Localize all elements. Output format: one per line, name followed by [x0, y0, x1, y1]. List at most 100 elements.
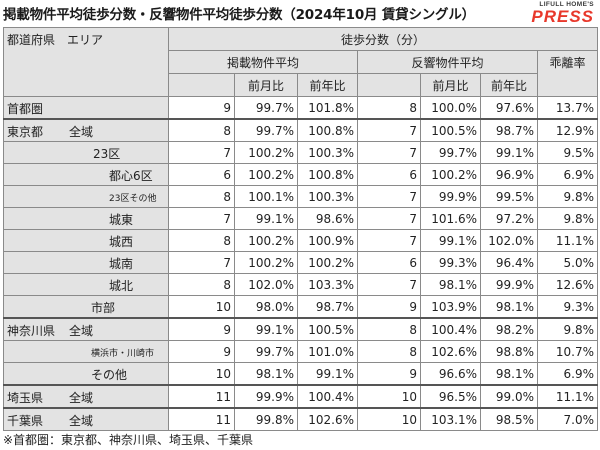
row-label: その他	[3, 362, 169, 386]
cell-response-mom: 98.1%	[420, 273, 481, 296]
row-prefecture: 神奈川県	[7, 324, 56, 338]
table-row: 千葉県 全域 11 99.8% 102.6% 10 103.1% 98.5% 7.0%	[3, 407, 599, 431]
cell-response-mom: 100.2%	[420, 163, 481, 186]
row-area: 城北	[109, 279, 134, 293]
cell-listed-mom: 99.7%	[234, 118, 298, 142]
cell-deviation-rate: 9.8%	[536, 185, 599, 208]
header-listed-yoy: 前年比	[297, 73, 358, 97]
row-label: 23区	[3, 141, 169, 164]
cell-response-avg: 7	[357, 118, 421, 142]
cell-response-mom: 103.9%	[420, 295, 481, 319]
cell-listed-avg: 8	[168, 229, 235, 252]
cell-listed-avg: 8	[168, 118, 235, 142]
cell-deviation-rate: 11.1%	[536, 384, 599, 409]
row-prefecture: 埼玉県	[7, 391, 44, 405]
cell-deviation-rate: 12.9%	[536, 118, 599, 142]
row-area: 全域	[69, 125, 94, 139]
header-response-yoy: 前年比	[480, 73, 538, 97]
cell-response-yoy: 98.1%	[480, 295, 538, 319]
row-label: 首都圏	[3, 96, 169, 120]
cell-response-mom: 100.5%	[420, 118, 481, 142]
cell-listed-mom: 102.0%	[234, 273, 298, 296]
cell-response-yoy: 97.6%	[480, 96, 538, 120]
cell-listed-mom: 100.2%	[234, 229, 298, 252]
cell-response-mom: 96.5%	[420, 384, 481, 409]
brand-logo: LIFULL HOME'S PRESS	[502, 1, 594, 26]
cell-listed-yoy: 100.8%	[297, 118, 358, 142]
cell-response-yoy: 98.8%	[480, 340, 538, 363]
table-row: その他 10 98.1% 99.1% 9 96.6% 98.1% 6.9%	[3, 362, 599, 386]
cell-listed-avg: 9	[168, 317, 235, 341]
cell-deviation-rate: 9.5%	[536, 141, 599, 164]
cell-listed-avg: 8	[168, 273, 235, 296]
logo-small-text: LIFULL HOME'S	[539, 1, 594, 8]
cell-listed-avg: 9	[168, 96, 235, 120]
cell-listed-yoy: 100.2%	[297, 251, 358, 274]
cell-listed-mom: 99.1%	[234, 317, 298, 341]
cell-response-yoy: 102.0%	[480, 229, 538, 252]
row-area: 市部	[91, 301, 116, 315]
cell-listed-yoy: 100.8%	[297, 163, 358, 186]
cell-listed-mom: 99.9%	[234, 384, 298, 409]
cell-listed-yoy: 100.3%	[297, 141, 358, 164]
table-row: 城北 8 102.0% 103.3% 7 98.1% 99.9% 12.6%	[3, 273, 599, 296]
cell-listed-mom: 100.2%	[234, 251, 298, 274]
cell-deviation-rate: 9.8%	[536, 207, 599, 230]
row-area: 全域	[69, 324, 94, 338]
table-row: 横浜市・川崎市 9 99.7% 101.0% 8 102.6% 98.8% 10.7%	[3, 340, 599, 363]
cell-response-yoy: 96.9%	[480, 163, 538, 186]
cell-response-mom: 100.4%	[420, 317, 481, 341]
row-label: 城南	[3, 251, 169, 274]
cell-listed-yoy: 103.3%	[297, 273, 358, 296]
cell-response-avg: 7	[357, 229, 421, 252]
cell-listed-avg: 10	[168, 362, 235, 386]
table-row: 東京都 全域 8 99.7% 100.8% 7 100.5% 98.7% 12.9%	[3, 118, 599, 142]
cell-response-avg: 6	[357, 163, 421, 186]
cell-listed-yoy: 102.6%	[297, 407, 358, 431]
walk-minutes-table: 都道府県 エリア 徒歩分数（分） 掲載物件平均 反響物件平均 乖離率 前月比 前…	[3, 27, 599, 431]
header-listed-mom: 前月比	[234, 73, 298, 97]
row-area: その他	[91, 368, 128, 382]
cell-deviation-rate: 13.7%	[536, 96, 599, 120]
cell-response-yoy: 98.2%	[480, 317, 538, 341]
cell-response-yoy: 99.9%	[480, 273, 538, 296]
table-row: 城南 7 100.2% 100.2% 6 99.3% 96.4% 5.0%	[3, 251, 599, 274]
table-row: 市部 10 98.0% 98.7% 9 103.9% 98.1% 9.3%	[3, 295, 599, 319]
cell-listed-avg: 7	[168, 141, 235, 164]
cell-response-avg: 7	[357, 207, 421, 230]
cell-response-mom: 100.0%	[420, 96, 481, 120]
cell-listed-avg: 11	[168, 407, 235, 431]
cell-listed-yoy: 100.4%	[297, 384, 358, 409]
row-label: 23区その他	[3, 185, 169, 208]
cell-deviation-rate: 9.8%	[536, 317, 599, 341]
cell-response-mom: 102.6%	[420, 340, 481, 363]
row-label: 神奈川県 全域	[3, 317, 169, 341]
cell-listed-yoy: 101.8%	[297, 96, 358, 120]
header-listed-blank	[168, 73, 235, 97]
row-area: 都心6区	[109, 169, 153, 183]
row-area: 城西	[109, 235, 134, 249]
cell-response-avg: 8	[357, 340, 421, 363]
cell-response-avg: 9	[357, 362, 421, 386]
row-prefecture: 千葉県	[7, 414, 44, 428]
cell-listed-avg: 11	[168, 384, 235, 409]
cell-deviation-rate: 7.0%	[536, 407, 599, 431]
cell-listed-avg: 6	[168, 163, 235, 186]
cell-response-yoy: 98.1%	[480, 362, 538, 386]
cell-listed-mom: 99.1%	[234, 207, 298, 230]
cell-listed-avg: 9	[168, 340, 235, 363]
table-body: 首都圏 9 99.7% 101.8% 8 100.0% 97.6% 13.7% 東京都 全域 8 99…	[3, 96, 599, 431]
title-bar: 掲載物件平均徒歩分数・反響物件平均徒歩分数（2024年10月 賃貸シングル） L…	[0, 0, 600, 26]
row-area: 23区その他	[109, 194, 157, 204]
cell-listed-yoy: 100.3%	[297, 185, 358, 208]
cell-deviation-rate: 11.1%	[536, 229, 599, 252]
cell-listed-avg: 7	[168, 251, 235, 274]
table-row: 都心6区 6 100.2% 100.8% 6 100.2% 96.9% 6.9%	[3, 163, 599, 186]
cell-listed-avg: 8	[168, 185, 235, 208]
cell-response-mom: 96.6%	[420, 362, 481, 386]
row-area: 全域	[69, 414, 94, 428]
cell-listed-mom: 100.2%	[234, 141, 298, 164]
table-row: 城西 8 100.2% 100.9% 7 99.1% 102.0% 11.1%	[3, 229, 599, 252]
cell-response-yoy: 96.4%	[480, 251, 538, 274]
cell-response-avg: 6	[357, 251, 421, 274]
